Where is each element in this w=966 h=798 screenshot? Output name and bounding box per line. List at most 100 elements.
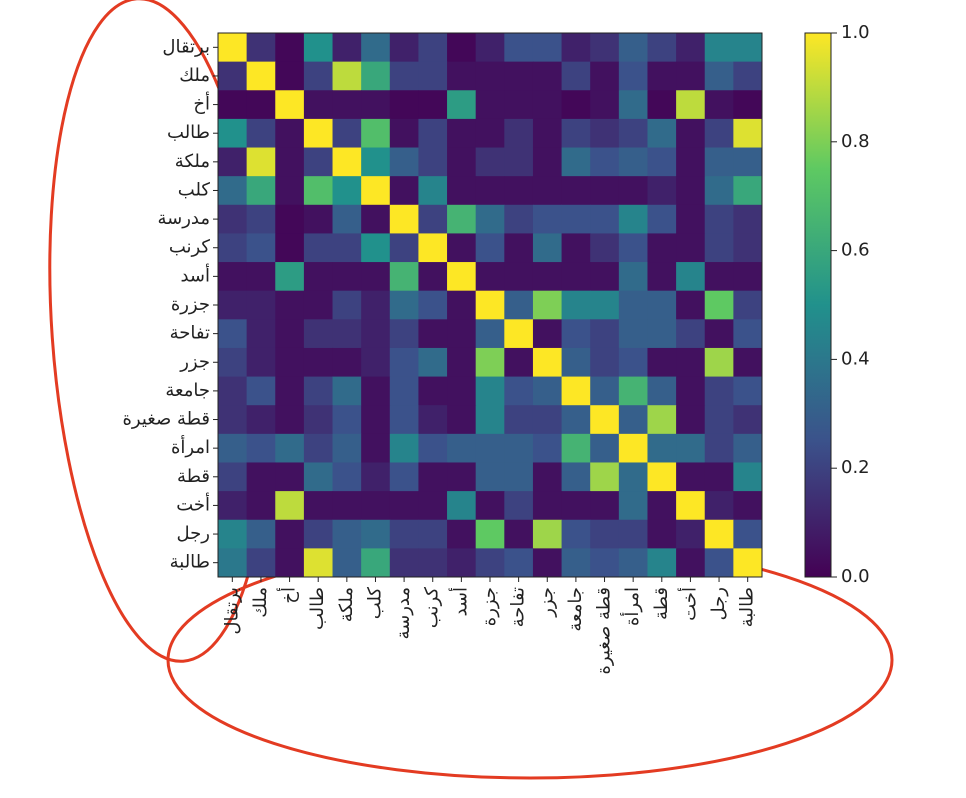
heatmap-cell <box>275 204 305 234</box>
heatmap-cell <box>418 491 448 521</box>
heatmap-cell <box>361 347 391 378</box>
x-tick-label: طالبة <box>737 587 758 627</box>
heatmap-cell <box>389 405 419 435</box>
heatmap-cell <box>246 462 276 492</box>
heatmap-cell <box>475 491 505 521</box>
heatmap-cell <box>389 118 419 149</box>
heatmap-cell <box>275 347 305 378</box>
heatmap-cell <box>733 233 763 263</box>
heatmap-cell <box>704 176 734 206</box>
heatmap-cell <box>733 405 763 435</box>
heatmap-cell <box>561 548 591 578</box>
heatmap-cell <box>418 61 448 91</box>
y-tick-label: ملك <box>179 65 210 86</box>
heatmap-cell <box>475 519 505 549</box>
x-tick-label: جامعة <box>565 587 586 632</box>
heatmap-cell <box>332 462 362 492</box>
heatmap-cell <box>618 548 648 578</box>
heatmap-cell <box>418 262 448 292</box>
heatmap-cell <box>647 548 677 578</box>
heatmap-cell <box>332 61 362 91</box>
y-tick-label: تفاحة <box>170 323 210 344</box>
heatmap-cell <box>332 290 362 320</box>
heatmap-cell <box>475 233 505 263</box>
heatmap-cell <box>647 204 677 234</box>
heatmap-cell <box>647 147 677 177</box>
heatmap-cell <box>275 233 305 263</box>
heatmap-cell <box>475 147 505 177</box>
heatmap-cell <box>647 462 677 492</box>
heatmap-cell <box>504 118 534 149</box>
heatmap-cell <box>246 405 276 435</box>
heatmap-cell <box>532 90 563 120</box>
heatmap-cell <box>218 176 248 206</box>
heatmap-cell <box>275 176 305 206</box>
heatmap-cell <box>647 433 677 463</box>
heatmap-cell <box>561 491 591 521</box>
heatmap-cell <box>532 433 563 463</box>
heatmap-cell <box>303 33 334 63</box>
heatmap-cell <box>418 290 448 320</box>
heatmap-cell <box>475 61 505 91</box>
heatmap-cell <box>733 147 763 177</box>
heatmap-cell <box>447 347 477 378</box>
x-tick-label: ملك <box>250 587 271 618</box>
heatmap-cell <box>561 204 591 234</box>
heatmap-cell <box>590 262 620 292</box>
x-tick-label: قطة صغيرة <box>594 587 615 675</box>
heatmap-cell <box>504 319 534 349</box>
heatmap-cell <box>361 204 391 234</box>
heatmap-cell <box>389 33 419 63</box>
heatmap-cell <box>618 204 648 234</box>
heatmap-cell <box>618 262 648 292</box>
colorbar-tick-label: 0.0 <box>841 566 870 587</box>
x-tick-label: جزر <box>536 587 557 618</box>
heatmap-cell <box>561 433 591 463</box>
heatmap-cell <box>676 548 706 578</box>
heatmap-cell <box>418 433 448 463</box>
heatmap-cell <box>647 33 677 63</box>
y-tick-label: برتقال <box>162 36 210 57</box>
heatmap-cell <box>332 233 362 263</box>
heatmap-cell <box>418 347 448 378</box>
heatmap-cell <box>246 233 276 263</box>
heatmap-cell <box>561 347 591 378</box>
heatmap-cell <box>676 118 706 149</box>
heatmap-cell <box>361 262 391 292</box>
heatmap-cell <box>618 118 648 149</box>
heatmap-cell <box>561 290 591 320</box>
heatmap-cell <box>590 491 620 521</box>
heatmap-cell <box>618 519 648 549</box>
heatmap-cell <box>275 319 305 349</box>
heatmap-cell <box>246 33 276 63</box>
heatmap-cell <box>303 204 334 234</box>
heatmap-cell <box>532 376 563 406</box>
heatmap-cell <box>246 90 276 120</box>
heatmap-cell <box>504 233 534 263</box>
heatmap-cell <box>590 433 620 463</box>
heatmap-cell <box>676 262 706 292</box>
heatmap-cell <box>504 147 534 177</box>
heatmap-cell <box>447 519 477 549</box>
heatmap-cell <box>475 118 505 149</box>
heatmap-cell <box>361 90 391 120</box>
heatmap-cell <box>676 176 706 206</box>
heatmap-cell <box>676 233 706 263</box>
heatmap-cell <box>303 90 334 120</box>
heatmap-cell <box>590 61 620 91</box>
heatmap-cell <box>218 462 248 492</box>
heatmap-cell <box>618 290 648 320</box>
heatmap-cell <box>647 61 677 91</box>
heatmap-cell <box>303 347 334 378</box>
heatmap-cell <box>418 233 448 263</box>
heatmap-cell <box>590 376 620 406</box>
heatmap-cell <box>447 147 477 177</box>
heatmap-cell <box>246 290 276 320</box>
heatmap-cell <box>618 233 648 263</box>
heatmap-cell <box>332 347 362 378</box>
heatmap-cell <box>218 61 248 91</box>
heatmap-cell <box>246 176 276 206</box>
heatmap-cell <box>218 233 248 263</box>
heatmap-cell <box>218 204 248 234</box>
heatmap-cell <box>590 204 620 234</box>
